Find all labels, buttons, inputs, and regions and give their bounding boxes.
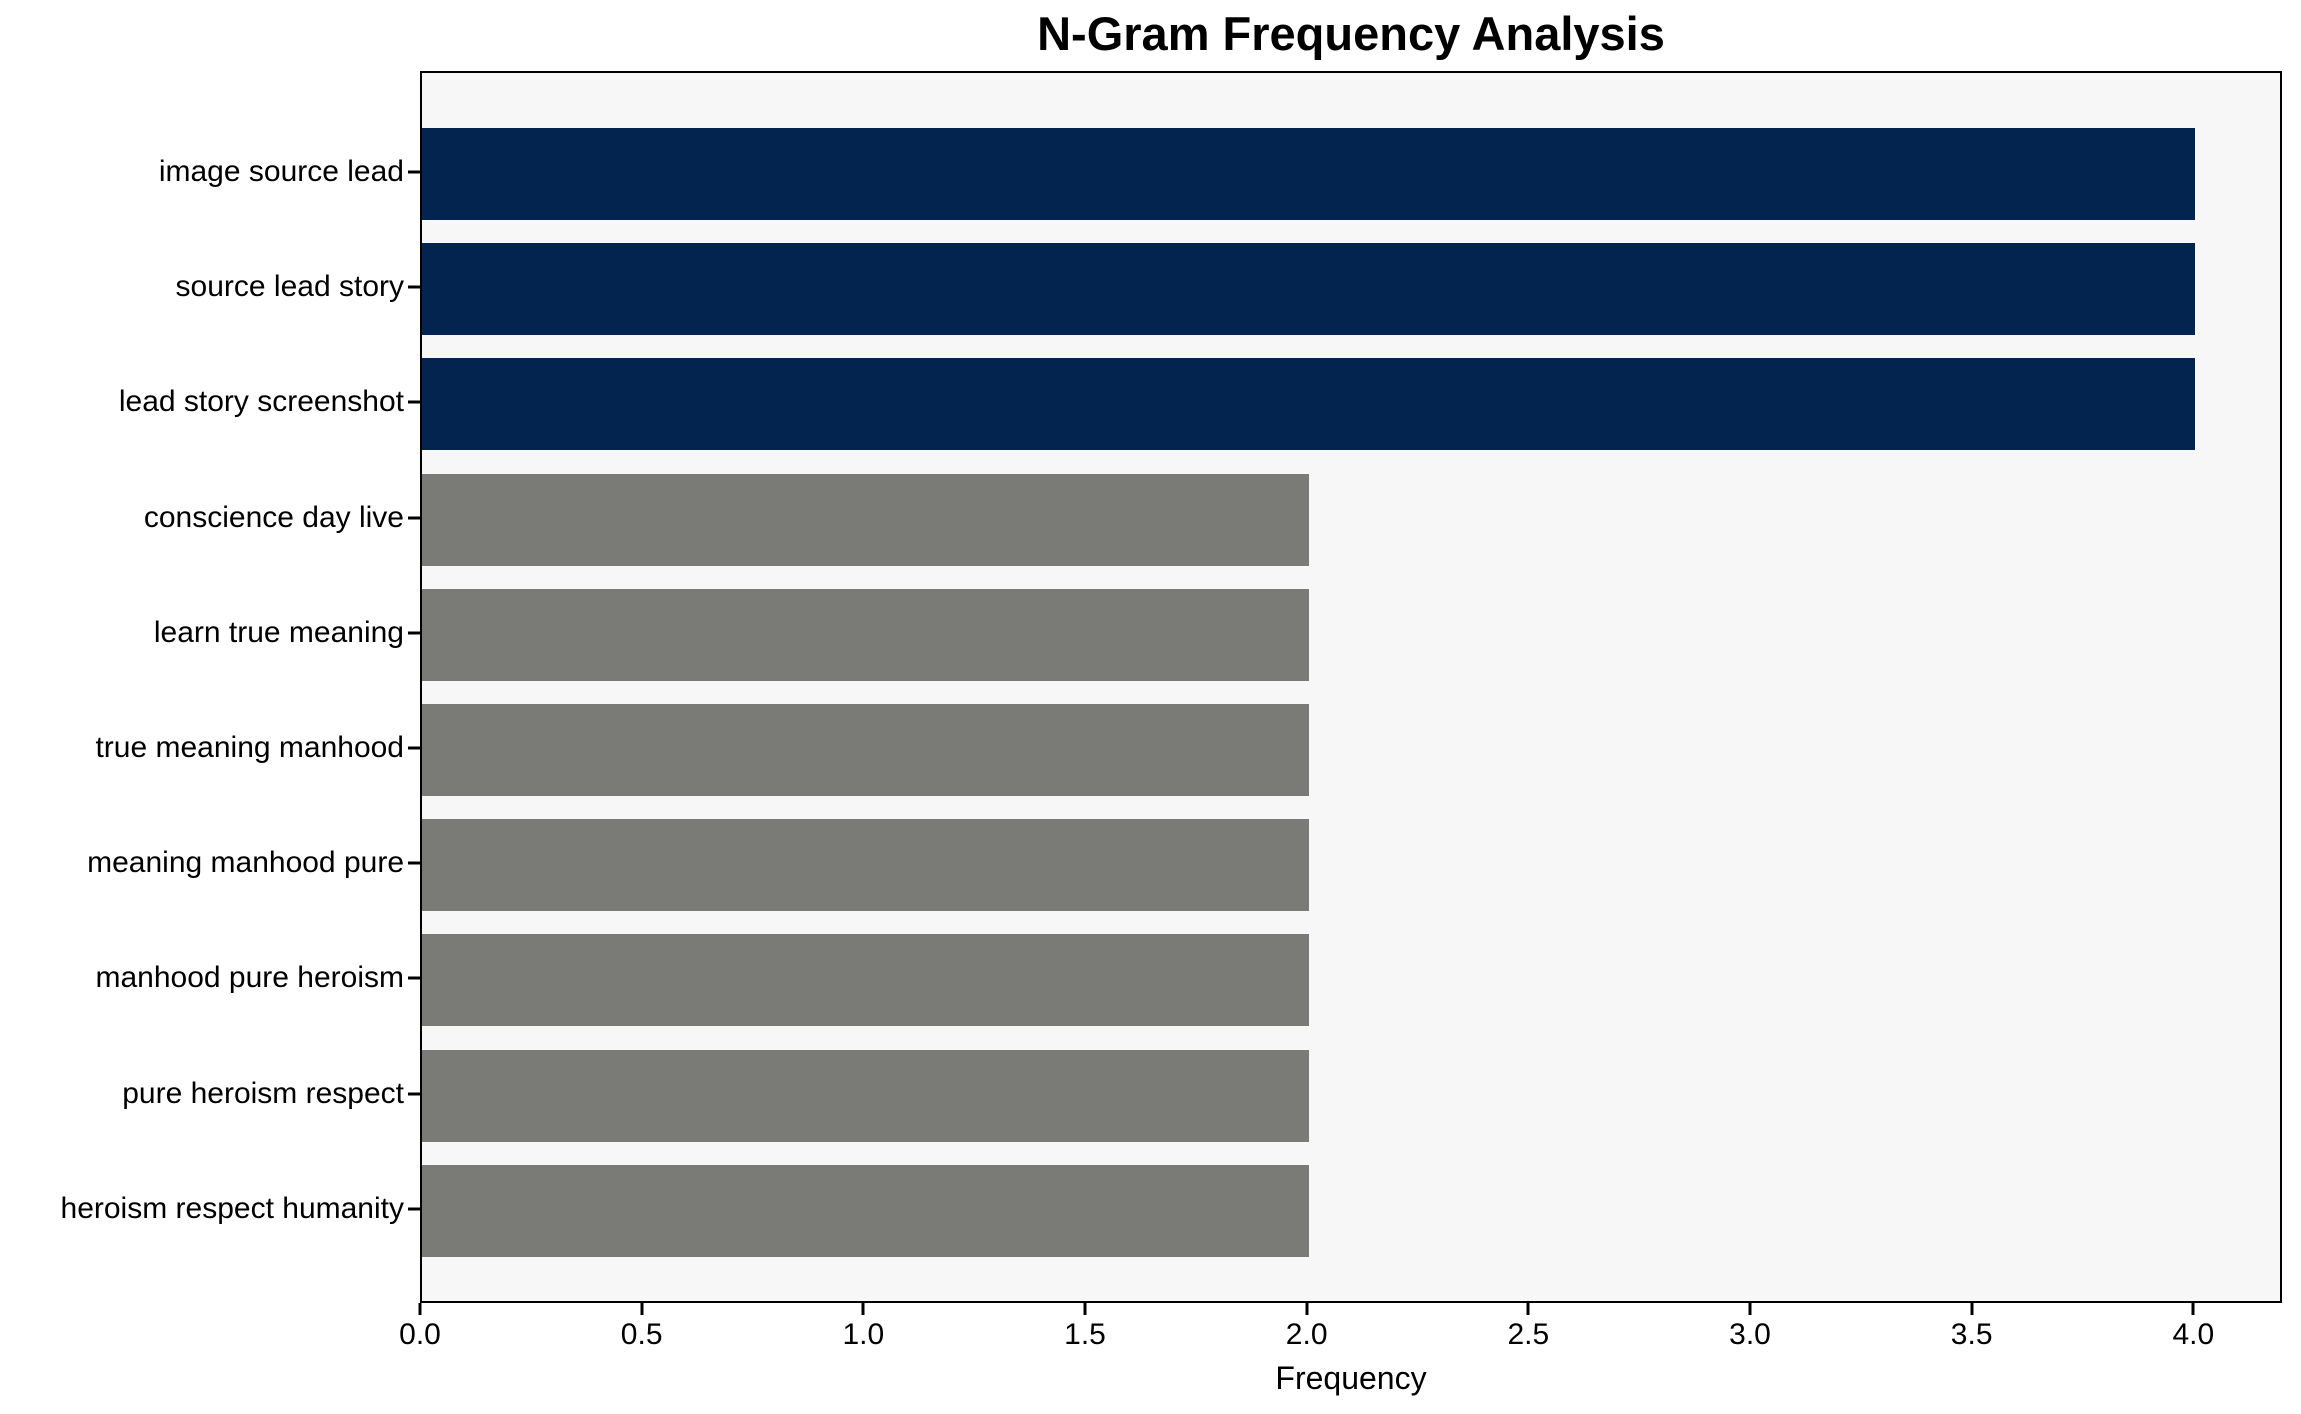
x-tick-label: 3.5 <box>1950 1318 1993 1351</box>
bar-meaning-manhood-pure <box>422 819 1309 912</box>
bar-manhood-pure-heroism <box>422 934 1309 1027</box>
x-tick-label: 1.0 <box>842 1318 885 1351</box>
x-tick-label: 2.0 <box>1285 1318 1328 1351</box>
x-tick-mark <box>2191 1303 2195 1315</box>
y-tick-mark <box>408 746 420 750</box>
y-tick-mark <box>408 631 420 635</box>
y-tick-label: learn true meaning <box>153 615 404 649</box>
bar-pure-heroism-respect <box>422 1049 1309 1142</box>
y-tick-label: meaning manhood pure <box>87 846 404 880</box>
bar-conscience-day-live <box>422 473 1309 566</box>
x-tick-mark <box>1305 1303 1309 1315</box>
y-tick-label: manhood pure heroism <box>95 961 404 995</box>
y-tick-label: pure heroism respect <box>122 1076 404 1110</box>
bar-heroism-respect-humanity <box>422 1164 1309 1257</box>
x-tick-label: 4.0 <box>2172 1318 2215 1351</box>
y-tick-mark <box>408 1207 420 1211</box>
y-tick-mark <box>408 170 420 174</box>
y-tick-mark <box>408 400 420 404</box>
y-tick-mark <box>408 516 420 520</box>
y-tick-label: conscience day live <box>143 500 404 534</box>
x-tick-mark <box>1083 1303 1087 1315</box>
bar-lead-story-screenshot <box>422 358 2196 451</box>
x-tick-label: 0.0 <box>399 1318 441 1351</box>
y-tick-mark <box>408 861 420 865</box>
y-tick-label: heroism respect humanity <box>60 1191 404 1225</box>
y-tick-mark <box>408 285 420 289</box>
x-tick-mark <box>1970 1303 1974 1315</box>
y-tick-label: true meaning manhood <box>95 731 404 764</box>
x-tick-mark <box>640 1303 644 1315</box>
y-tick-label: source lead story <box>175 270 404 304</box>
plot-area <box>420 71 2282 1303</box>
y-tick-mark <box>408 976 420 980</box>
x-tick-mark <box>1526 1303 1530 1315</box>
x-tick-mark <box>1748 1303 1752 1315</box>
x-axis-title: Frequency <box>1275 1360 1427 1396</box>
bar-source-lead-story <box>422 243 2196 336</box>
x-tick-mark <box>418 1303 422 1315</box>
x-tick-label: 0.5 <box>620 1318 663 1351</box>
bar-image-source-lead <box>422 128 2196 220</box>
y-tick-mark <box>408 1092 420 1096</box>
x-tick-mark <box>861 1303 865 1315</box>
bar-learn-true-meaning <box>422 588 1309 681</box>
chart-title: N-Gram Frequency Analysis <box>1037 7 1665 60</box>
x-tick-label: 2.5 <box>1507 1318 1550 1351</box>
y-tick-label: image source lead <box>158 155 404 188</box>
y-tick-label: lead story screenshot <box>118 385 404 419</box>
x-tick-label: 3.0 <box>1729 1318 1771 1351</box>
bar-true-meaning-manhood <box>422 704 1309 796</box>
x-tick-label: 1.5 <box>1064 1318 1106 1351</box>
